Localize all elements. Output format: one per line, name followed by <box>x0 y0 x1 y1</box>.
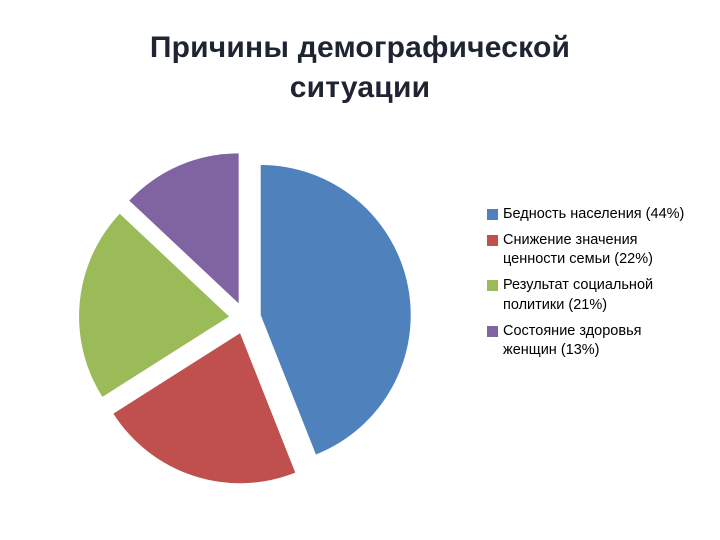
legend-swatch-icon <box>487 209 498 220</box>
pie-slice-2 <box>79 213 230 397</box>
legend-swatch-icon <box>487 325 498 337</box>
legend-item: Снижение значения ценности семьи (22%) <box>487 231 692 269</box>
legend-label: Состояние здоровья женщин (13%) <box>503 322 642 358</box>
pie-chart-svg <box>79 153 411 484</box>
legend-swatch-icon <box>487 280 498 292</box>
legend-label: Бедность населения (44%) <box>503 206 685 222</box>
pie-slice-0 <box>260 165 411 455</box>
legend-label: Снижение значения ценности семьи (22%) <box>503 232 653 268</box>
pie-slice-3 <box>129 153 239 304</box>
legend: Бедность населения (44%) Снижение значен… <box>487 205 692 367</box>
legend-item: Бедность населения (44%) <box>487 205 692 224</box>
legend-item: Состояние здоровья женщин (13%) <box>487 322 692 360</box>
legend-label: Результат социальной политики (21%) <box>503 277 654 313</box>
pie-slice-1 <box>113 333 296 484</box>
legend-item: Результат социальной политики (21%) <box>487 276 692 314</box>
legend-swatch-icon <box>487 235 498 247</box>
page-title: Причины демографической ситуации <box>149 31 571 104</box>
pie-chart <box>55 120 455 520</box>
